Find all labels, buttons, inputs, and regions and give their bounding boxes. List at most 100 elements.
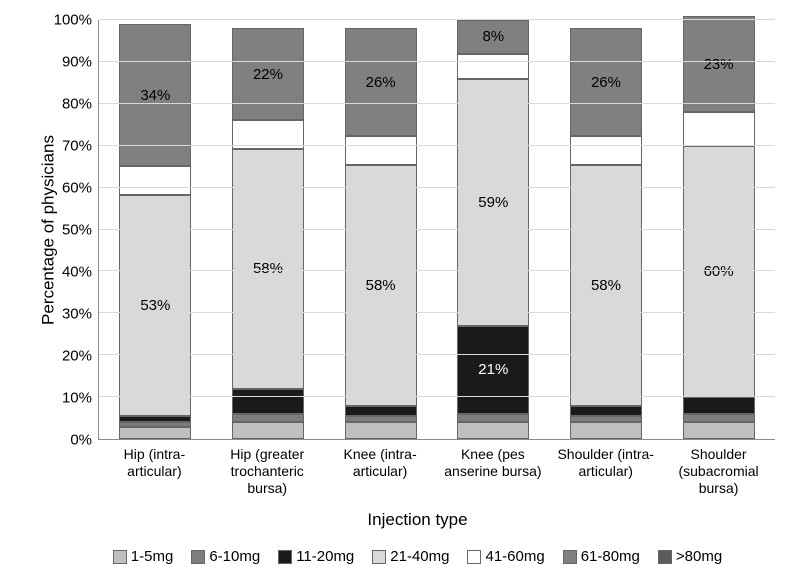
bar-segment — [457, 422, 529, 439]
legend-label: 61-80mg — [581, 548, 640, 565]
x-axis-categories: Hip (intra-articular)Hip (greater trocha… — [98, 440, 775, 496]
bar-segment: 58% — [232, 149, 304, 390]
bar-segment — [457, 54, 529, 79]
legend-swatch — [191, 550, 205, 564]
bar-segment — [119, 166, 191, 195]
gridline — [99, 270, 775, 271]
bar-segment — [683, 414, 755, 422]
bar-segment: 26% — [345, 28, 417, 136]
bar-segment — [119, 427, 191, 440]
y-tick: 20% — [62, 348, 92, 365]
bar-segment: 58% — [345, 165, 417, 406]
gridline — [99, 103, 775, 104]
bar-segment-label: 34% — [140, 87, 170, 104]
legend-item: 61-80mg — [563, 548, 640, 565]
bar-segment — [683, 397, 755, 414]
legend-label: 21-40mg — [390, 548, 449, 565]
bar-segment — [345, 406, 417, 416]
gridline — [99, 145, 775, 146]
bar-segment — [570, 406, 642, 416]
bar-segment: 23% — [683, 16, 755, 112]
legend-item: 1-5mg — [113, 548, 174, 565]
y-tick: 10% — [62, 390, 92, 407]
bar-segment-label: 26% — [366, 74, 396, 91]
gridline — [99, 354, 775, 355]
bar-segment — [119, 416, 191, 422]
bar-segment: 8% — [457, 20, 529, 54]
y-tick: 100% — [54, 12, 92, 29]
legend-item: 11-20mg — [278, 548, 354, 565]
plot-row: Percentage of physicians 0%10%20%30%40%5… — [20, 20, 775, 440]
bar-segment-label: 23% — [704, 56, 734, 73]
gridline — [99, 61, 775, 62]
gridline — [99, 312, 775, 313]
x-category-label: Shoulder (subacromial bursa) — [669, 440, 769, 496]
bar-segment-label: 8% — [482, 28, 504, 45]
x-category-label: Shoulder (intra-articular) — [556, 440, 656, 496]
y-tick: 90% — [62, 54, 92, 71]
legend-swatch — [467, 550, 481, 564]
legend-item: 21-40mg — [372, 548, 449, 565]
plot-area: 53%34%58%22%58%26%21%59%8%58%26%60%23% — [98, 20, 775, 440]
gridline — [99, 19, 775, 20]
legend-swatch — [372, 550, 386, 564]
bar-segment-label: 26% — [591, 74, 621, 91]
legend-item: 41-60mg — [467, 548, 544, 565]
legend-swatch — [278, 550, 292, 564]
bar-segment — [232, 422, 304, 439]
bar-column: 53%34% — [119, 22, 191, 439]
bar-segment — [570, 136, 642, 165]
bar-segment — [232, 414, 304, 422]
legend-label: >80mg — [676, 548, 722, 565]
bar-segment-label: 58% — [366, 277, 396, 294]
gridline — [99, 229, 775, 230]
bar-segment — [345, 416, 417, 422]
bar-segment-label: 21% — [478, 361, 508, 378]
x-axis-label: Injection type — [60, 510, 775, 530]
bar-segment: 22% — [232, 28, 304, 119]
bar-segment — [457, 414, 529, 422]
bar-column: 58% 26% — [570, 24, 642, 439]
bar-segment-label: 22% — [253, 66, 283, 83]
y-axis-label-container: Percentage of physicians — [20, 20, 48, 440]
y-tick: 60% — [62, 180, 92, 197]
bar-segment-label: 58% — [253, 260, 283, 277]
bars-container: 53%34%58%22%58%26%21%59%8%58%26%60%23% — [99, 20, 775, 439]
gridline — [99, 187, 775, 188]
bar-segment-label: 58% — [591, 277, 621, 294]
y-tick: 50% — [62, 222, 92, 239]
legend-label: 11-20mg — [296, 548, 354, 565]
y-tick: 0% — [70, 432, 92, 449]
gridline — [99, 396, 775, 397]
x-category-label: Knee (pes anserine bursa) — [443, 440, 543, 496]
bar-column: 58% 26% — [345, 24, 417, 439]
x-category-label: Hip (greater trochanteric bursa) — [217, 440, 317, 496]
bar-column: 60%23% — [683, 16, 755, 439]
y-tick: 80% — [62, 96, 92, 113]
bar-segment — [119, 422, 191, 426]
chart-container: Percentage of physicians 0%10%20%30%40%5… — [0, 0, 795, 572]
legend-label: 41-60mg — [485, 548, 544, 565]
legend-swatch — [113, 550, 127, 564]
bar-segment — [232, 389, 304, 414]
bar-segment: 59% — [457, 79, 529, 326]
bar-segment — [345, 136, 417, 165]
x-category-label: Knee (intra-articular) — [330, 440, 430, 496]
y-tick: 40% — [62, 264, 92, 281]
y-axis-ticks: 0%10%20%30%40%50%60%70%80%90%100% — [48, 20, 98, 440]
legend-item: >80mg — [658, 548, 722, 565]
legend-swatch — [563, 550, 577, 564]
bar-segment: 26% — [570, 28, 642, 136]
bar-segment: 58% — [570, 165, 642, 406]
legend: 1-5mg6-10mg11-20mg21-40mg41-60mg61-80mg>… — [60, 548, 775, 565]
bar-segment-label: 59% — [478, 194, 508, 211]
bar-column: 21% 59% 8% — [457, 20, 529, 439]
y-tick: 70% — [62, 138, 92, 155]
x-category-label: Hip (intra-articular) — [104, 440, 204, 496]
bar-segment — [345, 422, 417, 439]
bar-column: 58% 22% — [232, 24, 304, 439]
bar-segment — [683, 112, 755, 146]
bar-segment — [570, 422, 642, 439]
bar-segment — [683, 422, 755, 439]
bar-segment — [570, 416, 642, 422]
